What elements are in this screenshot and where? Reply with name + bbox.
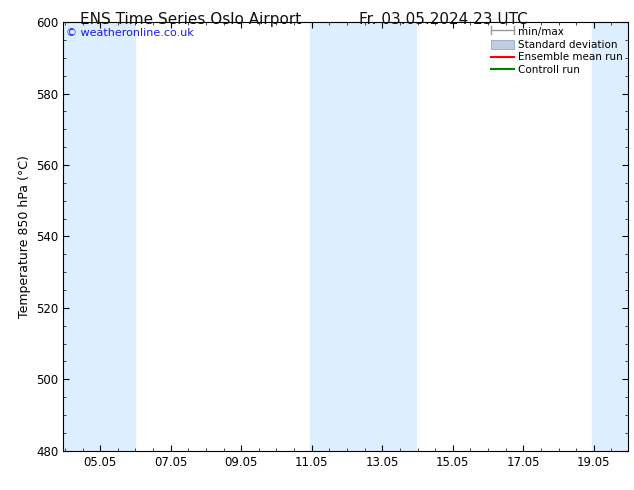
Bar: [592, 22, 628, 451]
Bar: [310, 22, 416, 451]
Text: Fr. 03.05.2024 23 UTC: Fr. 03.05.2024 23 UTC: [359, 12, 528, 27]
Bar: [63, 22, 136, 451]
Text: © weatheronline.co.uk: © weatheronline.co.uk: [66, 28, 194, 39]
Legend: min/max, Standard deviation, Ensemble mean run, Controll run: min/max, Standard deviation, Ensemble me…: [489, 25, 624, 77]
Text: ENS Time Series Oslo Airport: ENS Time Series Oslo Airport: [80, 12, 301, 27]
Y-axis label: Temperature 850 hPa (°C): Temperature 850 hPa (°C): [18, 155, 30, 318]
